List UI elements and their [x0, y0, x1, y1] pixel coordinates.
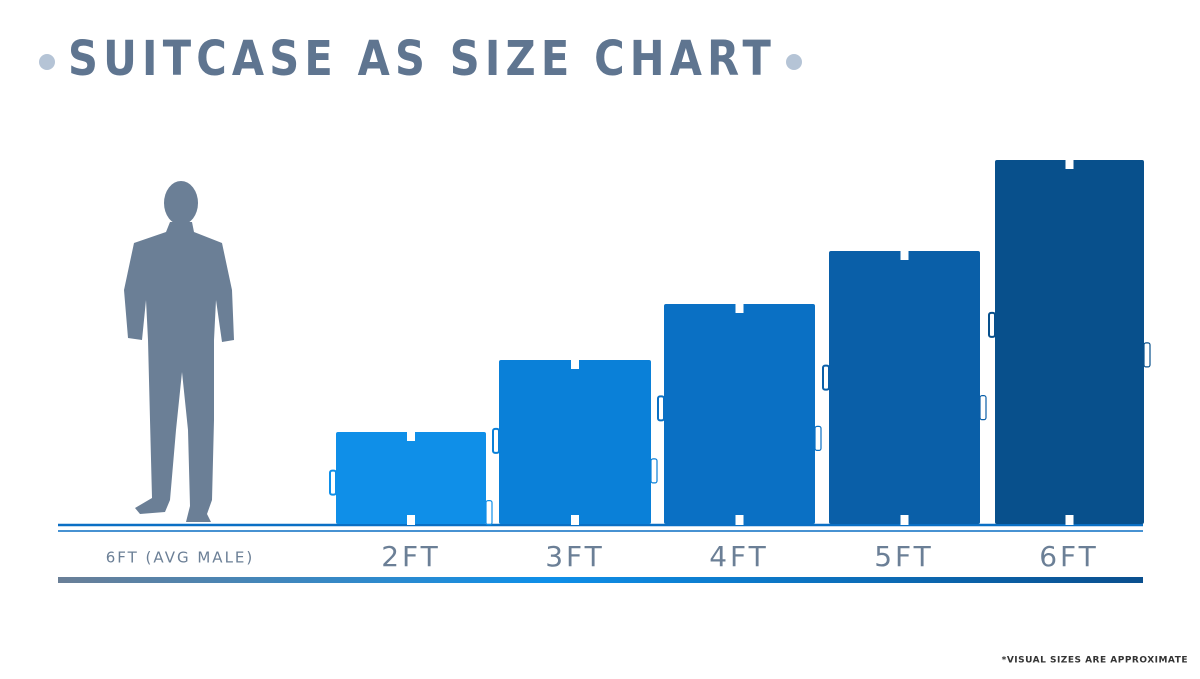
suitcase-notch	[571, 359, 579, 369]
suitcase-body	[499, 360, 651, 524]
suitcase-notch	[407, 515, 415, 525]
suitcase-notch	[571, 515, 579, 525]
gradient-bar	[58, 577, 1143, 583]
title-dot	[39, 54, 55, 70]
suitcase-notch	[407, 431, 415, 441]
suitcase-body	[664, 304, 815, 524]
suitcase-notch	[735, 303, 744, 313]
suitcase-handle	[822, 364, 830, 391]
suitcase-notch	[900, 515, 909, 525]
suitcase-handle	[1143, 342, 1151, 368]
suitcase-label: 3FT	[545, 540, 605, 573]
suitcase-handle	[485, 500, 493, 526]
suitcase-handle	[492, 427, 500, 454]
title: SUITCASE AS SIZE CHART	[68, 31, 776, 87]
suitcase-body	[995, 160, 1144, 524]
suitcase-handle	[650, 458, 658, 484]
suitcase-notch	[735, 515, 744, 525]
suitcase-notch	[900, 250, 909, 260]
suitcase-handle	[657, 395, 665, 422]
title-dot	[786, 54, 802, 70]
footnote: *VISUAL SIZES ARE APPROXIMATE	[1002, 656, 1188, 666]
suitcase-label: 5FT	[874, 540, 934, 573]
suitcase-label: 4FT	[709, 540, 769, 573]
suitcase-handle	[329, 469, 337, 496]
person-label: 6FT (AVG MALE)	[106, 549, 255, 567]
suitcase-notch	[1065, 515, 1074, 525]
suitcase-body	[336, 432, 486, 524]
suitcase-label: 6FT	[1039, 540, 1099, 573]
suitcases	[329, 159, 1151, 526]
suitcase-notch	[1065, 159, 1074, 169]
suitcase-body	[829, 251, 980, 524]
suitcase-label: 2FT	[381, 540, 441, 573]
suitcase-handle	[988, 311, 996, 338]
suitcase-handle	[979, 395, 987, 421]
person-silhouette	[124, 181, 234, 522]
suitcase-handle	[814, 425, 822, 451]
